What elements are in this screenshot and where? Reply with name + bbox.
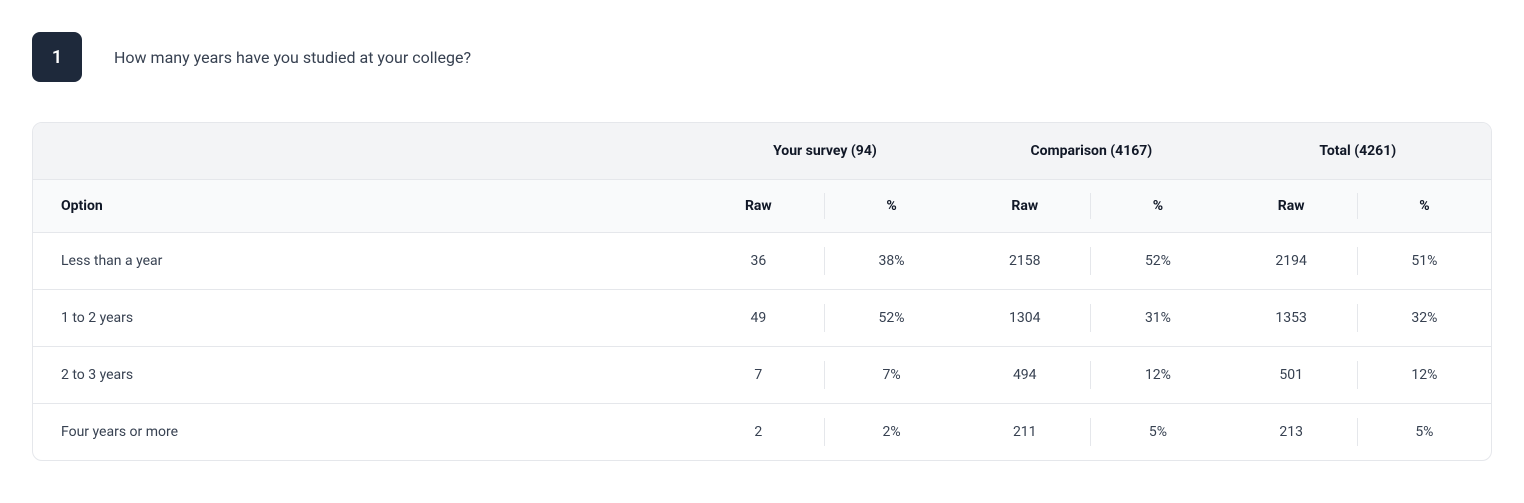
cell-raw: 2158 <box>958 233 1091 290</box>
cell-raw: 36 <box>692 233 825 290</box>
question-number-badge: 1 <box>32 32 82 82</box>
column-header-pct: % <box>1358 180 1491 233</box>
column-header-raw: Raw <box>1225 180 1358 233</box>
option-label: Less than a year <box>33 233 692 290</box>
cell-pct: 7% <box>825 347 958 404</box>
column-header-raw: Raw <box>958 180 1091 233</box>
cell-raw: 211 <box>958 404 1091 461</box>
option-label: Four years or more <box>33 404 692 461</box>
option-label: 1 to 2 years <box>33 290 692 347</box>
cell-raw: 1353 <box>1225 290 1358 347</box>
cell-raw: 49 <box>692 290 825 347</box>
column-header-pct: % <box>825 180 958 233</box>
results-table: Your survey (94) Comparison (4167) Total… <box>33 123 1491 460</box>
table-row: 1 to 2 years 49 52% 1304 31% 1353 32% <box>33 290 1491 347</box>
table-row: Less than a year 36 38% 2158 52% 2194 51… <box>33 233 1491 290</box>
cell-pct: 38% <box>825 233 958 290</box>
cell-raw: 501 <box>1225 347 1358 404</box>
cell-pct: 5% <box>1091 404 1224 461</box>
cell-raw: 494 <box>958 347 1091 404</box>
column-header-raw: Raw <box>692 180 825 233</box>
group-header-comparison: Comparison (4167) <box>958 123 1224 180</box>
question-header: 1 How many years have you studied at you… <box>32 32 1492 82</box>
cell-pct: 2% <box>825 404 958 461</box>
column-header-option: Option <box>33 180 692 233</box>
table-row: 2 to 3 years 7 7% 494 12% 501 12% <box>33 347 1491 404</box>
results-table-container: Your survey (94) Comparison (4167) Total… <box>32 122 1492 461</box>
cell-raw: 2194 <box>1225 233 1358 290</box>
cell-raw: 1304 <box>958 290 1091 347</box>
group-header-your-survey: Your survey (94) <box>692 123 958 180</box>
cell-pct: 51% <box>1358 233 1491 290</box>
cell-pct: 32% <box>1358 290 1491 347</box>
cell-raw: 7 <box>692 347 825 404</box>
group-header-empty <box>33 123 692 180</box>
cell-pct: 31% <box>1091 290 1224 347</box>
cell-pct: 52% <box>825 290 958 347</box>
table-group-header-row: Your survey (94) Comparison (4167) Total… <box>33 123 1491 180</box>
cell-pct: 52% <box>1091 233 1224 290</box>
cell-pct: 5% <box>1358 404 1491 461</box>
table-sub-header-row: Option Raw % Raw % Raw % <box>33 180 1491 233</box>
question-text: How many years have you studied at your … <box>114 48 471 67</box>
option-label: 2 to 3 years <box>33 347 692 404</box>
question-number: 1 <box>52 47 62 68</box>
cell-raw: 213 <box>1225 404 1358 461</box>
cell-pct: 12% <box>1091 347 1224 404</box>
cell-raw: 2 <box>692 404 825 461</box>
group-header-total: Total (4261) <box>1225 123 1491 180</box>
table-row: Four years or more 2 2% 211 5% 213 5% <box>33 404 1491 461</box>
cell-pct: 12% <box>1358 347 1491 404</box>
column-header-pct: % <box>1091 180 1224 233</box>
